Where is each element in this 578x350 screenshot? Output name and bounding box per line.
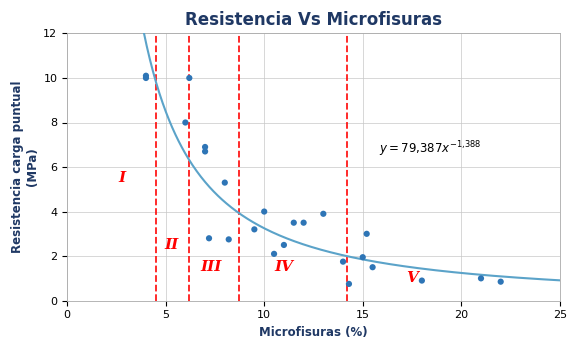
Point xyxy=(338,259,347,265)
Text: V: V xyxy=(406,271,418,285)
Point xyxy=(142,73,151,78)
Point xyxy=(224,237,234,242)
X-axis label: Microfisuras (%): Microfisuras (%) xyxy=(259,326,368,339)
Point xyxy=(476,275,486,281)
Text: I: I xyxy=(118,171,126,185)
Point xyxy=(181,120,190,125)
Point xyxy=(358,254,368,260)
Point xyxy=(318,211,328,217)
Point xyxy=(269,251,279,257)
Point xyxy=(201,144,210,150)
Point xyxy=(299,220,308,225)
Point xyxy=(362,231,371,237)
Text: IV: IV xyxy=(275,260,294,274)
Point xyxy=(220,180,229,186)
Point xyxy=(260,209,269,214)
Text: $y = 79{,}387x^{-1{,}388}$: $y = 79{,}387x^{-1{,}388}$ xyxy=(379,139,481,159)
Point xyxy=(496,279,505,285)
Point xyxy=(279,242,288,248)
Point xyxy=(205,236,214,241)
Point xyxy=(142,75,151,81)
Point xyxy=(344,281,354,287)
Point xyxy=(185,75,194,81)
Point xyxy=(201,149,210,154)
Point xyxy=(289,220,298,225)
Text: II: II xyxy=(165,238,179,252)
Text: III: III xyxy=(201,260,222,274)
Title: Resistencia Vs Microfisuras: Resistencia Vs Microfisuras xyxy=(185,11,442,29)
Point xyxy=(368,264,377,270)
Y-axis label: Resistencia carga puntual
(MPa): Resistencia carga puntual (MPa) xyxy=(11,81,39,253)
Point xyxy=(417,278,427,284)
Point xyxy=(250,226,259,232)
